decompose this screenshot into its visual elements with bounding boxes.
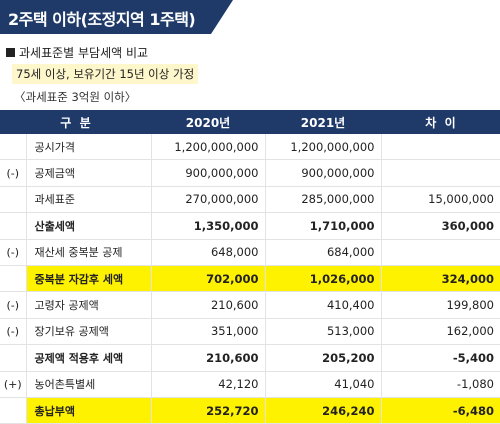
table-row: 산출세액 1,350,000 1,710,000 360,000 [0, 212, 500, 240]
header-2020: 2020년 [151, 110, 265, 134]
title-banner [0, 0, 233, 34]
row-sign [0, 212, 27, 240]
header-category: 구 분 [0, 110, 151, 134]
table-row: (-) 재산세 중복분 공제 648,000 684,000 [0, 239, 500, 266]
value-diff [381, 134, 500, 161]
row-sign: (-) [0, 159, 27, 187]
row-sign: (-) [0, 239, 27, 266]
square-bullet-icon [6, 48, 15, 57]
value-diff: 324,000 [381, 265, 500, 293]
value-diff: 15,000,000 [381, 186, 500, 214]
value-2020: 1,350,000 [151, 212, 266, 240]
value-2021: 1,200,000,000 [265, 134, 382, 161]
value-diff: 199,800 [381, 291, 500, 319]
value-2021: 684,000 [265, 239, 382, 266]
value-2021: 900,000,000 [265, 159, 382, 187]
value-2020: 648,000 [151, 239, 266, 266]
value-2020: 42,120 [151, 371, 266, 398]
table-row: 공제액 적용후 세액 210,600 205,200 -5,400 [0, 344, 500, 372]
value-diff: 162,000 [381, 318, 500, 346]
row-label: 총납부액 [26, 397, 152, 424]
assumption-note: 75세 이상, 보유기간 15년 이상 가정 [12, 64, 199, 84]
section-heading-text: 과세표준별 부담세액 비교 [19, 46, 149, 60]
value-2020: 252,720 [151, 397, 266, 424]
condition-label: 〈과세표준 3억원 이하〉 [14, 90, 137, 104]
header-2021: 2021년 [265, 110, 381, 134]
row-sign [0, 344, 27, 372]
section-heading: 과세표준별 부담세액 비교 [6, 44, 148, 61]
value-2020: 900,000,000 [151, 159, 266, 187]
row-label: 과세표준 [26, 186, 152, 214]
value-diff [381, 239, 500, 266]
value-2021: 1,026,000 [265, 265, 382, 293]
value-2020: 270,000,000 [151, 186, 266, 214]
value-diff: -1,080 [381, 371, 500, 398]
row-sign [0, 265, 27, 293]
value-2021: 410,400 [265, 291, 382, 319]
value-diff: -5,400 [381, 344, 500, 372]
header-difference: 차 이 [381, 110, 500, 134]
row-label: 중복분 자감후 세액 [26, 265, 152, 293]
value-2021: 513,000 [265, 318, 382, 346]
row-label: 공시가격 [26, 134, 152, 161]
value-2021: 205,200 [265, 344, 382, 372]
tax-comparison-table: 구 분 2020년 2021년 차 이 공시가격 1,200,000,000 1… [0, 110, 500, 424]
value-diff [381, 159, 500, 187]
row-sign [0, 186, 27, 214]
value-2021: 1,710,000 [265, 212, 382, 240]
row-label: 장기보유 공제액 [26, 318, 152, 346]
value-2020: 210,600 [151, 291, 266, 319]
table-row: (-) 장기보유 공제액 351,000 513,000 162,000 [0, 318, 500, 346]
row-label: 공제액 적용후 세액 [26, 344, 152, 372]
table-row: (-) 공제금액 900,000,000 900,000,000 [0, 159, 500, 187]
row-label: 농어촌특별세 [26, 371, 152, 398]
value-2020: 351,000 [151, 318, 266, 346]
table-row: 총납부액 252,720 246,240 -6,480 [0, 397, 500, 424]
value-diff: 360,000 [381, 212, 500, 240]
row-sign: (-) [0, 318, 27, 346]
row-sign: (-) [0, 291, 27, 319]
value-2020: 702,000 [151, 265, 266, 293]
row-label: 재산세 중복분 공제 [26, 239, 152, 266]
value-2021: 246,240 [265, 397, 382, 424]
row-sign [0, 134, 27, 161]
table-row: (+) 농어촌특별세 42,120 41,040 -1,080 [0, 371, 500, 398]
value-2020: 1,200,000,000 [151, 134, 266, 161]
table-row: 중복분 자감후 세액 702,000 1,026,000 324,000 [0, 265, 500, 293]
value-diff: -6,480 [381, 397, 500, 424]
row-sign [0, 397, 27, 424]
value-2020: 210,600 [151, 344, 266, 372]
row-label: 산출세액 [26, 212, 152, 240]
value-2021: 285,000,000 [265, 186, 382, 214]
row-label: 공제금액 [26, 159, 152, 187]
value-2021: 41,040 [265, 371, 382, 398]
page-title: 2주택 이하(조정지역 1주택) [8, 10, 196, 29]
table-row: 공시가격 1,200,000,000 1,200,000,000 [0, 134, 500, 161]
table-row: 과세표준 270,000,000 285,000,000 15,000,000 [0, 186, 500, 214]
table-row: (-) 고령자 공제액 210,600 410,400 199,800 [0, 291, 500, 319]
row-sign: (+) [0, 371, 27, 398]
row-label: 고령자 공제액 [26, 291, 152, 319]
table-header-row: 구 분 2020년 2021년 차 이 [0, 110, 500, 134]
